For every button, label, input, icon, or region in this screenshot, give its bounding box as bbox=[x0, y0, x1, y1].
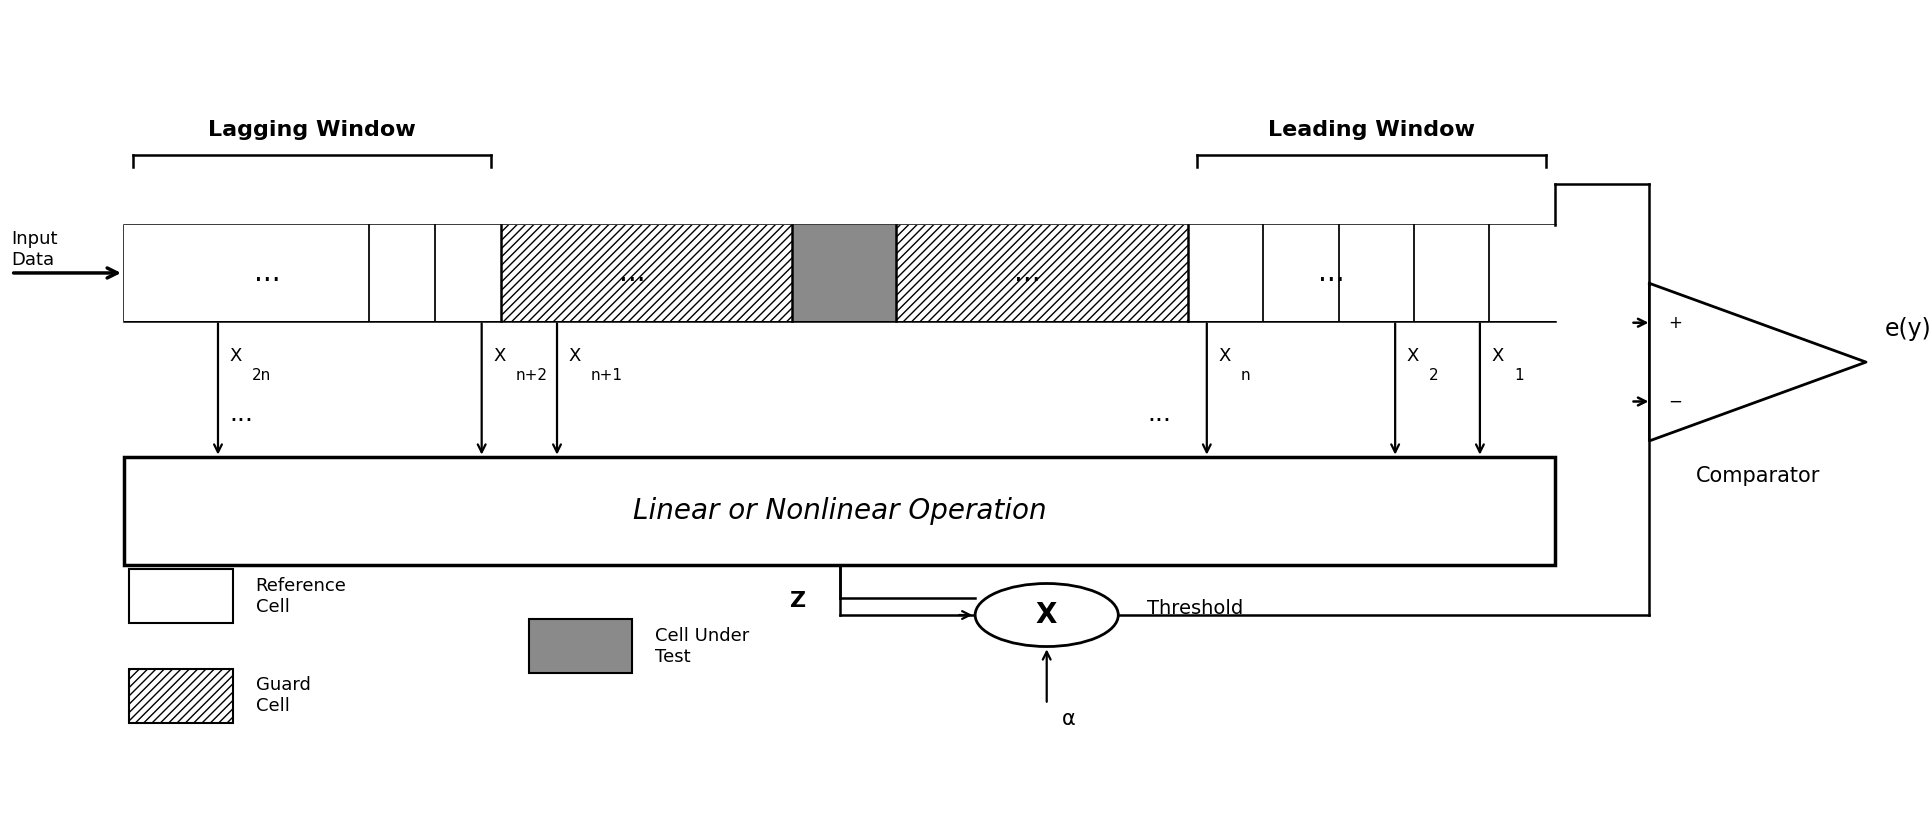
Text: X: X bbox=[1217, 347, 1231, 365]
Text: Guard
Cell: Guard Cell bbox=[255, 676, 311, 716]
Circle shape bbox=[974, 583, 1119, 646]
Bar bbox=[529, 619, 632, 673]
Text: ...: ... bbox=[1318, 259, 1345, 287]
Text: $\mathbf{X}$: $\mathbf{X}$ bbox=[1036, 601, 1057, 629]
Text: X: X bbox=[1406, 347, 1418, 365]
Bar bbox=[129, 569, 234, 623]
Bar bbox=[1188, 225, 1563, 320]
Text: Linear or Nonlinear Operation: Linear or Nonlinear Operation bbox=[632, 498, 1045, 525]
Text: ...: ... bbox=[230, 402, 253, 426]
Bar bbox=[124, 225, 500, 320]
Text: Z: Z bbox=[788, 591, 806, 611]
Text: −: − bbox=[1667, 393, 1681, 410]
Text: ...: ... bbox=[1014, 259, 1039, 287]
Bar bbox=[896, 225, 1188, 320]
Text: X: X bbox=[568, 347, 580, 365]
Text: Cell Under
Test: Cell Under Test bbox=[655, 626, 750, 666]
Text: Threshold: Threshold bbox=[1146, 599, 1242, 618]
Text: ...: ... bbox=[1148, 402, 1171, 426]
Text: X: X bbox=[493, 347, 504, 365]
Text: Reference
Cell: Reference Cell bbox=[255, 577, 346, 616]
Text: X: X bbox=[230, 347, 242, 365]
Bar bbox=[500, 225, 792, 320]
Text: X: X bbox=[1490, 347, 1503, 365]
Text: Leading Window: Leading Window bbox=[1267, 120, 1474, 140]
Text: n+2: n+2 bbox=[516, 369, 547, 384]
Text: α: α bbox=[1061, 709, 1074, 729]
Text: e(y): e(y) bbox=[1884, 317, 1930, 341]
Bar bbox=[124, 458, 1555, 565]
Text: ...: ... bbox=[253, 259, 280, 287]
Text: 2: 2 bbox=[1428, 369, 1437, 384]
Text: Input
Data: Input Data bbox=[12, 230, 58, 269]
Text: ...: ... bbox=[618, 259, 645, 287]
Text: 1: 1 bbox=[1513, 369, 1522, 384]
Bar bbox=[792, 225, 896, 320]
Text: 2n: 2n bbox=[251, 369, 270, 384]
Bar bbox=[124, 225, 1555, 320]
Polygon shape bbox=[1648, 284, 1864, 441]
Bar bbox=[129, 669, 234, 723]
Text: n: n bbox=[1240, 369, 1250, 384]
Text: Lagging Window: Lagging Window bbox=[209, 120, 415, 140]
Text: n+1: n+1 bbox=[591, 369, 622, 384]
Text: Comparator: Comparator bbox=[1694, 466, 1818, 486]
Text: +: + bbox=[1667, 314, 1681, 332]
